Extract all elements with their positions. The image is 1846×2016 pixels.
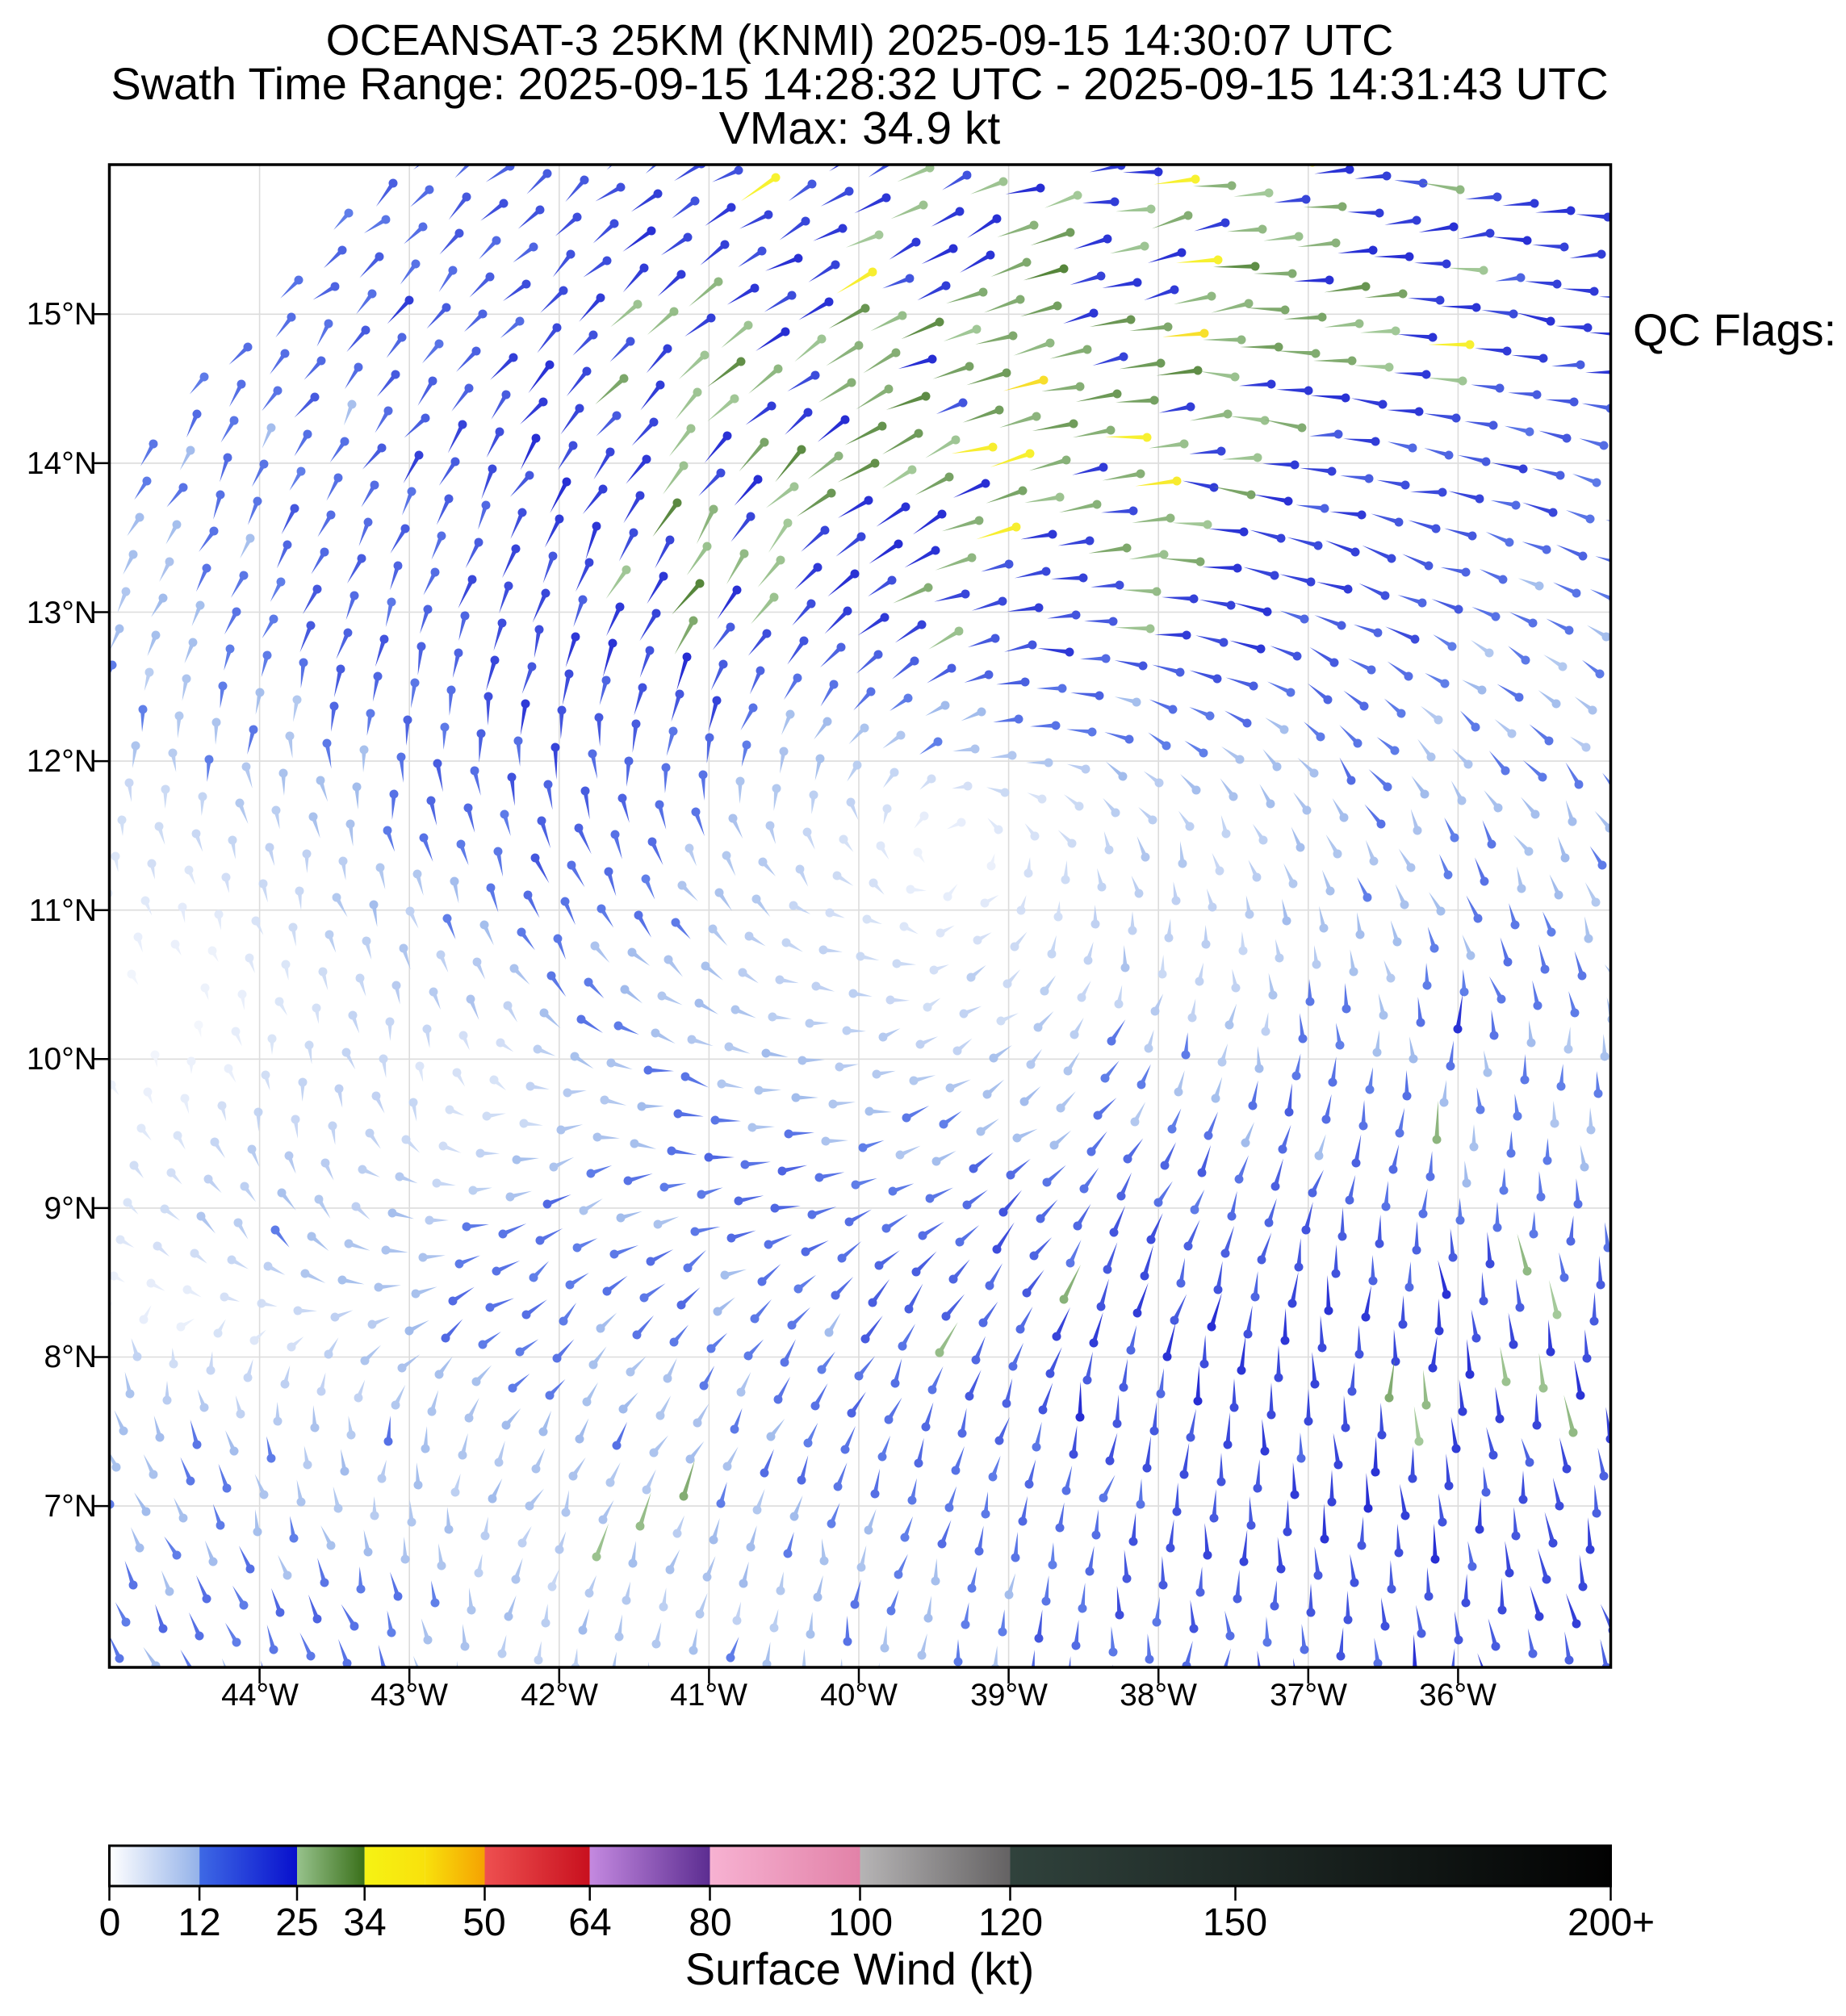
- svg-text:0: 0: [99, 1901, 121, 1944]
- svg-text:QC Flags:: QC Flags:: [1633, 304, 1836, 355]
- svg-text:13°N: 13°N: [27, 596, 97, 630]
- svg-text:12: 12: [178, 1901, 220, 1944]
- svg-text:25: 25: [275, 1901, 318, 1944]
- svg-text:34: 34: [343, 1901, 386, 1944]
- svg-text:OCEANSAT-3 25KM (KNMI) 2025-09: OCEANSAT-3 25KM (KNMI) 2025-09-15 14:30:…: [326, 16, 1394, 65]
- svg-text:10°N: 10°N: [27, 1042, 97, 1077]
- svg-text:39°W: 39°W: [970, 1678, 1048, 1713]
- svg-text:9°N: 9°N: [44, 1191, 97, 1226]
- svg-text:44°W: 44°W: [221, 1678, 299, 1713]
- svg-text:VMax: 34.9 kt: VMax: 34.9 kt: [719, 102, 1001, 154]
- svg-text:100: 100: [828, 1901, 893, 1944]
- svg-text:8°N: 8°N: [44, 1340, 97, 1374]
- svg-text:36°W: 36°W: [1419, 1678, 1496, 1713]
- svg-text:42°W: 42°W: [521, 1678, 598, 1713]
- svg-text:11°N: 11°N: [29, 893, 97, 928]
- svg-text:7°N: 7°N: [44, 1489, 97, 1524]
- svg-text:15°N: 15°N: [27, 297, 97, 332]
- svg-text:14°N: 14°N: [27, 446, 97, 481]
- svg-text:64: 64: [568, 1901, 611, 1944]
- svg-text:37°W: 37°W: [1270, 1678, 1347, 1713]
- svg-text:40°W: 40°W: [820, 1678, 898, 1713]
- svg-text:120: 120: [978, 1901, 1043, 1944]
- svg-text:200+: 200+: [1568, 1901, 1655, 1944]
- svg-text:150: 150: [1203, 1901, 1267, 1944]
- svg-text:12°N: 12°N: [27, 744, 97, 779]
- svg-text:50: 50: [463, 1901, 505, 1944]
- svg-text:38°W: 38°W: [1120, 1678, 1197, 1713]
- svg-text:80: 80: [689, 1901, 731, 1944]
- svg-text:Surface Wind (kt): Surface Wind (kt): [685, 1943, 1035, 1994]
- svg-text:Swath Time Range: 2025-09-15 1: Swath Time Range: 2025-09-15 14:28:32 UT…: [111, 58, 1608, 109]
- svg-text:43°W: 43°W: [370, 1678, 448, 1713]
- svg-text:41°W: 41°W: [670, 1678, 747, 1713]
